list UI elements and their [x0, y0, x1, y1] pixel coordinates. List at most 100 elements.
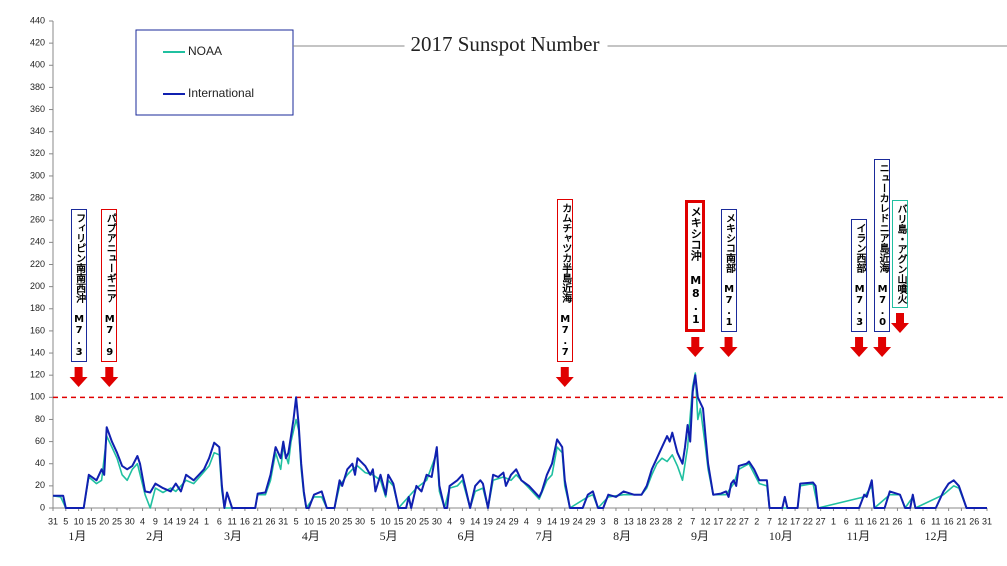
- x-tick-label: 24: [573, 516, 583, 526]
- month-label: 4月: [302, 529, 320, 543]
- x-tick-label: 24: [189, 516, 199, 526]
- y-tick-label: 320: [30, 148, 45, 158]
- x-tick-label: 15: [86, 516, 96, 526]
- x-tick-label: 2: [754, 516, 759, 526]
- x-tick-label: 12: [777, 516, 787, 526]
- annotation-label: イラン西部 M7.3: [851, 219, 868, 332]
- x-tick-label: 29: [509, 516, 519, 526]
- x-tick-label: 24: [496, 516, 506, 526]
- month-label: 9月: [691, 529, 709, 543]
- y-tick-label: 0: [40, 502, 45, 512]
- x-tick-label: 25: [112, 516, 122, 526]
- annotation-arrow: [719, 337, 738, 357]
- annotation-label: ニューカレドニア島近海 M7.0: [874, 159, 891, 332]
- x-tick-label: 2: [677, 516, 682, 526]
- x-tick-label: 9: [153, 516, 158, 526]
- x-tick-label: 6: [217, 516, 222, 526]
- annotation-label: パプアニューギニア M7.9: [101, 209, 118, 362]
- x-tick-label: 5: [63, 516, 68, 526]
- x-tick-label: 26: [969, 516, 979, 526]
- x-tick-label: 4: [140, 516, 145, 526]
- x-tick-label: 11: [931, 516, 940, 526]
- annotation-arrow: [69, 367, 88, 387]
- x-tick-label: 20: [329, 516, 339, 526]
- month-label: 1月: [68, 529, 86, 543]
- y-tick-label: 340: [30, 126, 45, 136]
- x-tick-label: 18: [637, 516, 647, 526]
- x-tick-label: 1: [908, 516, 913, 526]
- month-label: 7月: [535, 529, 553, 543]
- x-tick-label: 28: [662, 516, 672, 526]
- y-tick-label: 200: [30, 281, 45, 291]
- y-tick-label: 380: [30, 82, 45, 92]
- legend-label: International: [188, 86, 254, 100]
- y-tick-label: 40: [35, 458, 45, 468]
- x-tick-label: 11: [227, 516, 236, 526]
- x-tick-label: 5: [294, 516, 299, 526]
- y-tick-label: 120: [30, 370, 45, 380]
- series-line: [52, 372, 987, 509]
- x-tick-label: 31: [982, 516, 992, 526]
- month-label: 3月: [224, 529, 242, 543]
- legend-label: NOAA: [188, 44, 222, 58]
- month-label: 6月: [458, 529, 476, 543]
- month-label: 8月: [613, 529, 631, 543]
- x-tick-label: 21: [253, 516, 263, 526]
- y-tick-label: 400: [30, 60, 45, 70]
- x-tick-label: 13: [624, 516, 634, 526]
- month-label: 10月: [769, 529, 793, 543]
- annotation-label: フィリピン南南西沖 M7.3: [70, 209, 87, 362]
- annotation-arrow: [890, 313, 909, 333]
- y-tick-label: 420: [30, 38, 45, 48]
- x-tick-label: 31: [278, 516, 288, 526]
- y-tick-label: 20: [35, 480, 45, 490]
- x-tick-label: 11: [854, 516, 863, 526]
- annotation-arrow: [100, 367, 119, 387]
- x-tick-label: 30: [125, 516, 135, 526]
- y-tick-label: 60: [35, 436, 45, 446]
- x-tick-label: 30: [432, 516, 442, 526]
- x-tick-label: 25: [419, 516, 429, 526]
- x-tick-label: 6: [921, 516, 926, 526]
- x-tick-label: 3: [601, 516, 606, 526]
- x-tick-label: 10: [74, 516, 84, 526]
- x-tick-label: 25: [342, 516, 352, 526]
- x-tick-label: 14: [470, 516, 480, 526]
- month-label: 11月: [847, 529, 871, 543]
- month-label: 5月: [380, 529, 398, 543]
- x-tick-label: 9: [460, 516, 465, 526]
- x-tick-label: 26: [892, 516, 902, 526]
- x-tick-label: 22: [726, 516, 736, 526]
- month-label: 2月: [146, 529, 164, 543]
- x-tick-label: 21: [880, 516, 890, 526]
- x-tick-label: 20: [406, 516, 416, 526]
- x-tick-label: 4: [447, 516, 452, 526]
- y-tick-label: 100: [30, 392, 45, 402]
- y-tick-label: 180: [30, 303, 45, 313]
- annotation-label: メキシコ南部 M7.1: [720, 209, 737, 332]
- annotation-arrow: [555, 367, 574, 387]
- x-tick-label: 30: [355, 516, 365, 526]
- y-tick-label: 220: [30, 259, 45, 269]
- legend-box: [135, 29, 294, 116]
- y-tick-label: 300: [30, 170, 45, 180]
- chart-title: 2017 Sunspot Number: [411, 32, 600, 56]
- y-tick-label: 280: [30, 192, 45, 202]
- annotation-label: カムチャツカ半島近海 M7.7: [556, 199, 573, 362]
- x-tick-label: 4: [524, 516, 529, 526]
- x-tick-label: 17: [713, 516, 723, 526]
- x-tick-label: 14: [163, 516, 173, 526]
- x-tick-label: 17: [790, 516, 800, 526]
- x-tick-label: 26: [265, 516, 275, 526]
- x-tick-label: 14: [547, 516, 557, 526]
- x-tick-label: 16: [867, 516, 877, 526]
- x-tick-label: 8: [613, 516, 618, 526]
- x-tick-label: 29: [585, 516, 595, 526]
- annotation-arrow: [686, 337, 705, 357]
- x-tick-label: 15: [317, 516, 327, 526]
- x-tick-label: 21: [956, 516, 966, 526]
- x-tick-label: 16: [240, 516, 250, 526]
- x-tick-label: 15: [393, 516, 403, 526]
